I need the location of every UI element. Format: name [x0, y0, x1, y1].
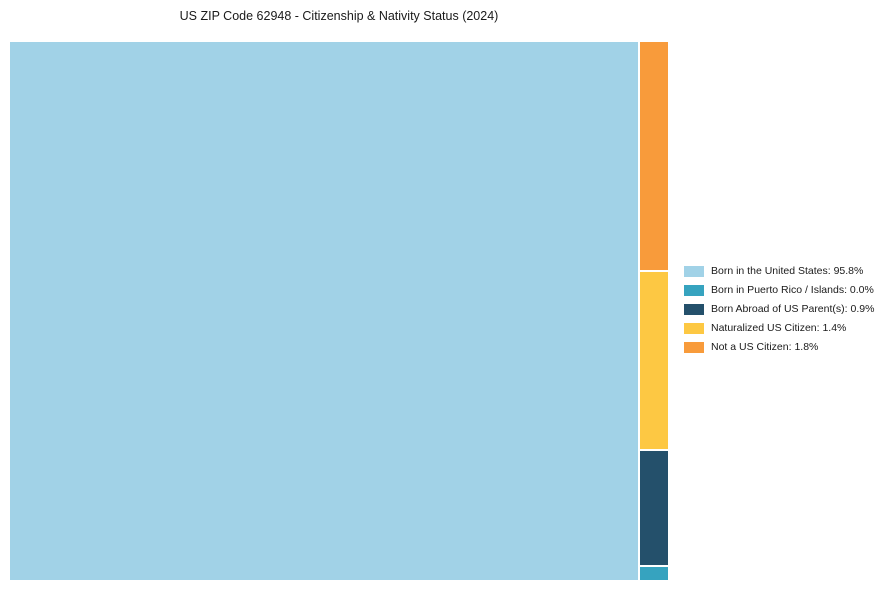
legend-label-born-in-us: Born in the United States: 95.8% — [711, 265, 864, 277]
treemap-segment-born-abroad-us-parents[interactable] — [640, 451, 668, 566]
chart-title: US ZIP Code 62948 - Citizenship & Nativi… — [179, 9, 499, 23]
treemap-strip — [640, 42, 668, 580]
legend-item-naturalized-us-citizen: Naturalized US Citizen: 1.4% — [684, 322, 874, 335]
legend-label-naturalized-us-citizen: Naturalized US Citizen: 1.4% — [711, 322, 847, 334]
treemap-segment-not-a-us-citizen[interactable] — [640, 42, 668, 270]
legend-label-born-abroad-us-parents: Born Abroad of US Parent(s): 0.9% — [711, 303, 875, 315]
legend-item-born-abroad-us-parents: Born Abroad of US Parent(s): 0.9% — [684, 303, 875, 316]
legend-swatch-naturalized-us-citizen — [684, 323, 704, 335]
legend-item-born-puerto-rico-islands: Born in Puerto Rico / Islands: 0.0% — [684, 284, 874, 297]
legend-label-not-a-us-citizen: Not a US Citizen: 1.8% — [711, 341, 819, 353]
legend: Born in the United States: 95.8% Born in… — [684, 265, 875, 354]
treemap — [10, 42, 668, 580]
legend-item-not-a-us-citizen: Not a US Citizen: 1.8% — [684, 341, 874, 354]
legend-swatch-not-a-us-citizen — [684, 342, 704, 354]
legend-swatch-born-abroad-us-parents — [684, 304, 704, 316]
legend-swatch-born-puerto-rico-islands — [684, 285, 704, 297]
legend-label-born-puerto-rico-islands: Born in Puerto Rico / Islands: 0.0% — [711, 284, 874, 296]
legend-item-born-in-us: Born in the United States: 95.8% — [684, 265, 874, 278]
treemap-segment-naturalized-us-citizen[interactable] — [640, 272, 668, 450]
legend-swatch-born-in-us — [684, 266, 704, 278]
treemap-segment-born-in-us[interactable] — [10, 42, 638, 580]
treemap-segment-born-puerto-rico-islands[interactable] — [640, 567, 668, 580]
